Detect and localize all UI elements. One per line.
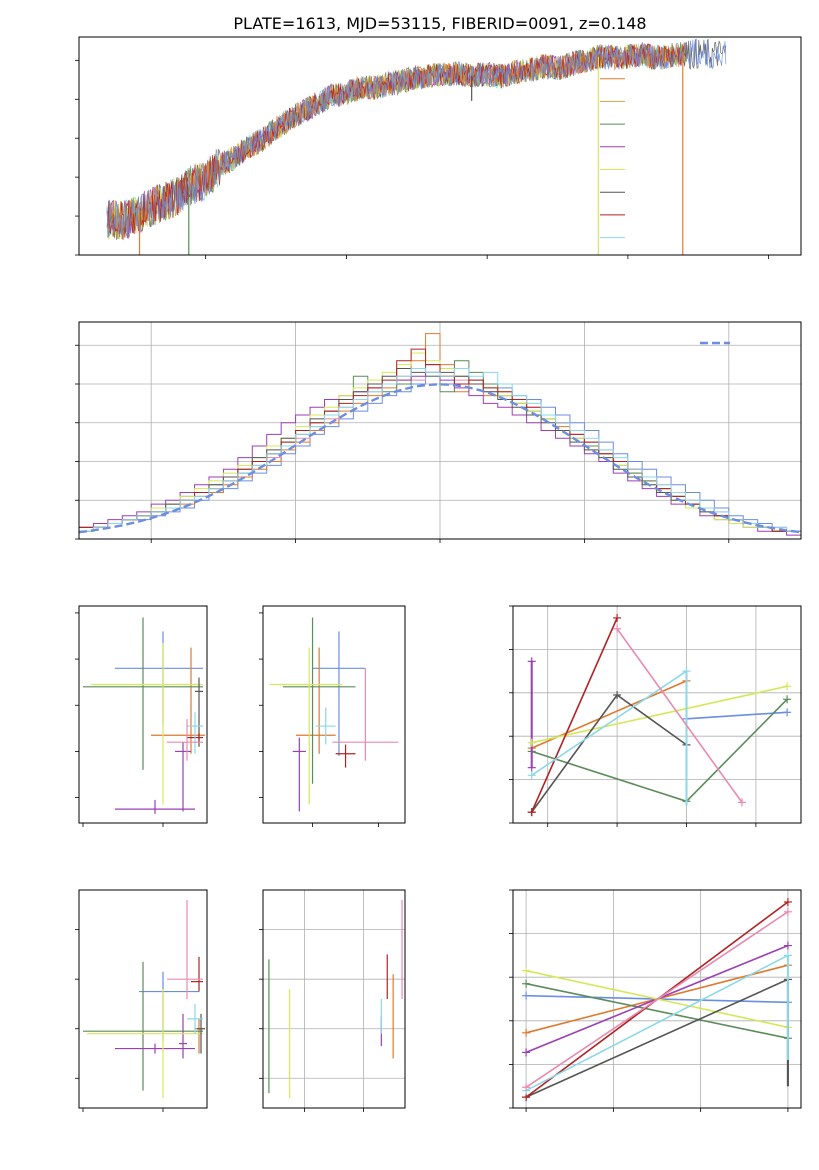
spectrum-line-8	[106, 42, 687, 238]
gaussian-curve	[79, 383, 801, 534]
weight-line	[530, 617, 618, 813]
axes-frame	[78, 889, 208, 1109]
spectrum-line-7	[106, 43, 687, 238]
plot-area	[268, 899, 403, 1099]
axes-frame	[512, 889, 802, 1109]
panel-mass-age	[259, 605, 406, 827]
panel-z-age	[75, 605, 208, 827]
plot-area	[83, 899, 205, 1099]
weight-line	[531, 685, 788, 744]
spectrum-line-5	[106, 42, 687, 240]
axes-frame	[262, 605, 406, 824]
legend	[600, 55, 625, 239]
axes-frame	[512, 605, 802, 824]
panel-age-weight	[509, 605, 802, 827]
weight-line	[525, 982, 789, 1039]
panel-z-mass	[75, 889, 208, 1112]
spectrum-line-0	[106, 38, 727, 237]
axes-frame	[78, 605, 208, 824]
figure-title: PLATE=1613, MJD=53115, FIBERID=0091, z=0…	[233, 14, 646, 33]
histogram-8	[79, 368, 801, 532]
spectrum-line-3	[106, 41, 687, 241]
plot-area	[83, 617, 205, 814]
axes-frame	[78, 36, 802, 256]
weight-line	[525, 911, 789, 1088]
panel-z-weight	[509, 889, 802, 1112]
weight-line	[531, 670, 687, 776]
panel-residuals	[75, 321, 802, 543]
plot-area	[527, 613, 792, 817]
panel-spectrum	[75, 36, 802, 259]
plot-area	[269, 617, 399, 812]
plot-area	[79, 333, 801, 536]
plot-area	[106, 38, 727, 255]
weight-line	[525, 954, 789, 1092]
panel-ebv-mass	[259, 889, 406, 1112]
axes-frame	[262, 889, 406, 1109]
weight-line	[616, 628, 743, 803]
plot-area	[522, 897, 792, 1102]
weight-line	[525, 978, 789, 1098]
weight-line	[686, 711, 788, 720]
